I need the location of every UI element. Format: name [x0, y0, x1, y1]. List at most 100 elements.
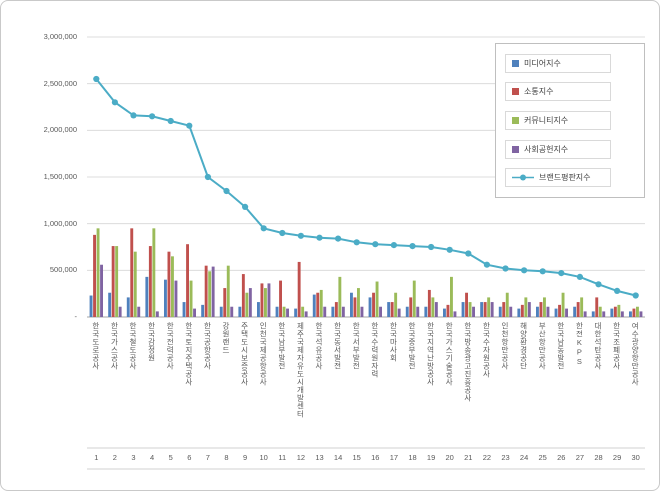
line-marker: [279, 229, 286, 237]
bar-series-1: [204, 265, 208, 317]
line-marker: [576, 273, 584, 280]
bar-series-0: [591, 311, 595, 317]
bar-series-3: [602, 311, 606, 317]
bar-series-3: [397, 308, 401, 317]
line-marker: [502, 265, 509, 272]
series-color-swatch: [512, 88, 519, 96]
bar-series-2: [394, 292, 398, 317]
bar-series-0: [331, 306, 335, 317]
bar-series-2: [487, 297, 491, 317]
line-marker: [521, 267, 528, 274]
bar-series-0: [257, 302, 260, 317]
bar-series-1: [167, 251, 171, 317]
bar-series-0: [219, 306, 223, 317]
bar-series-0: [312, 294, 316, 317]
legend-label: 소통지수: [524, 87, 554, 97]
bar-series-2: [412, 280, 416, 317]
bar-series-3: [565, 308, 568, 317]
legend-label: 미디어지수: [524, 58, 561, 68]
bar-series-0: [164, 279, 167, 317]
bar-series-0: [126, 297, 130, 317]
line-marker: [353, 239, 360, 246]
bar-series-0: [201, 304, 205, 317]
bar-series-0: [498, 306, 502, 317]
bar-series-1: [427, 289, 431, 317]
bar-series-2: [524, 297, 528, 317]
line-marker: [130, 112, 137, 119]
bar-series-2: [580, 297, 584, 317]
line-marker: [93, 75, 100, 83]
bar-series-2: [226, 265, 230, 317]
bar-series-0: [368, 297, 372, 317]
bar-series-1: [558, 304, 561, 317]
bar-series-3: [100, 264, 103, 317]
bar-series-3: [527, 302, 531, 317]
line-marker: [614, 287, 621, 294]
bar-series-2: [431, 297, 435, 317]
bar-series-2: [245, 292, 249, 317]
bar-series-1: [390, 302, 394, 317]
bar-series-3: [583, 311, 587, 317]
bar-series-3: [304, 311, 308, 317]
line-marker: [316, 234, 323, 241]
bar-series-1: [502, 302, 506, 317]
line-marker: [595, 281, 602, 288]
chart-legend: 미디어지수 소통지수 커뮤니티지수 사회공헌지수 브랜드평판지수: [495, 43, 645, 198]
bar-series-3: [639, 311, 643, 317]
bar-series-0: [629, 311, 632, 317]
bar-series-2: [96, 228, 100, 317]
bar-series-2: [357, 288, 360, 317]
bar-series-0: [108, 292, 112, 317]
bar-series-1: [316, 292, 320, 317]
bar-series-2: [319, 289, 323, 317]
bar-series-2: [133, 251, 137, 317]
bar-series-2: [450, 276, 453, 317]
bar-series-0: [424, 306, 428, 317]
bar-series-1: [483, 302, 487, 317]
bar-series-1: [372, 292, 375, 317]
line-marker: [446, 246, 453, 253]
bar-series-1: [632, 308, 636, 317]
line-marker: [260, 225, 267, 232]
bar-series-1: [93, 234, 96, 317]
bar-series-2: [617, 304, 621, 317]
line-marker: [428, 243, 435, 251]
line-marker: [465, 250, 472, 257]
bar-series-3: [193, 308, 196, 317]
bar-series-1: [148, 246, 152, 317]
line-marker: [390, 242, 397, 249]
bar-series-2: [505, 292, 509, 317]
bar-series-1: [409, 297, 413, 317]
bar-series-1: [446, 304, 450, 317]
bar-series-0: [610, 308, 614, 317]
bar-series-0: [443, 308, 446, 317]
line-marker: [297, 232, 304, 239]
line-marker: [186, 122, 193, 129]
bar-series-3: [434, 302, 438, 317]
line-marker: [149, 113, 156, 120]
bar-series-2: [282, 306, 286, 317]
bar-series-0: [405, 306, 409, 317]
bar-series-0: [350, 292, 353, 317]
line-marker: [167, 117, 174, 125]
legend-item-0: 미디어지수: [505, 53, 611, 73]
bar-series-2: [208, 271, 212, 317]
bar-series-3: [416, 306, 420, 317]
bar-series-1: [297, 261, 301, 317]
line-marker: [483, 261, 490, 268]
bar-series-1: [613, 306, 617, 317]
bar-series-2: [375, 281, 379, 317]
bar-series-3: [137, 306, 141, 317]
bar-series-3: [211, 266, 215, 317]
line-marker: [335, 235, 342, 242]
line-marker: [632, 292, 639, 299]
bar-series-3: [286, 308, 289, 317]
line-legend-marker: [512, 174, 534, 181]
bar-series-0: [275, 306, 279, 317]
legend-item-4: 브랜드평판지수: [505, 168, 611, 188]
bar-series-3: [453, 311, 457, 317]
bar-series-0: [517, 308, 521, 317]
bar-series-0: [536, 306, 539, 317]
